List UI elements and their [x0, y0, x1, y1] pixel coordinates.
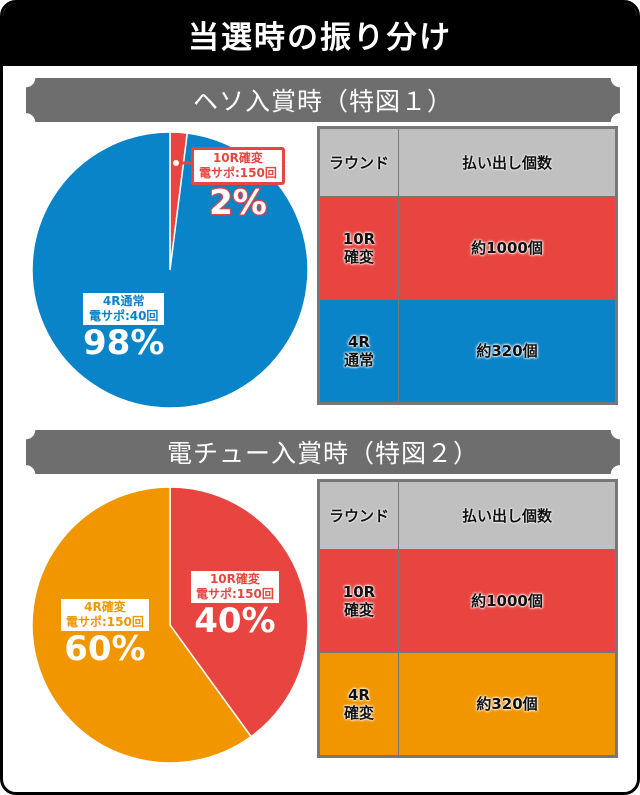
slice-pct: 60% [64, 629, 146, 669]
table-header: 払い出し個数 [399, 129, 615, 196]
pie1-label-10r: 10R確変 電サポ:150回 2% [191, 147, 285, 223]
table-cell-round: 10R 確変 [320, 550, 398, 652]
payout-table-denchu: ラウンド 払い出し個数 10R 確変 約1000個 4R 確変 約320個 [317, 479, 618, 758]
section-banner-2: 電チュー入賞時（特図２） [26, 430, 620, 474]
pie-slice-0 [169, 486, 309, 738]
pie2-label-10r: 10R確変 電サポ:150回 40% [191, 571, 279, 639]
pie2-label-4r: 4R確変 電サポ:150回 60% [61, 599, 149, 667]
pie1-label-4r: 4R通常 電サポ:40回 98% [83, 293, 165, 363]
slice-pct: 98% [83, 323, 165, 363]
callout-dot [171, 158, 181, 168]
slice-sub: 電サポ:150回 [66, 615, 144, 629]
table-header: 払い出し個数 [399, 482, 615, 549]
table-cell-round: 4R 通常 [320, 300, 398, 402]
table-cell-payout: 約320個 [399, 653, 615, 755]
slice-sub: 電サポ:150回 [196, 587, 274, 601]
pie-chart-heso [31, 131, 309, 409]
slice-label: 10R確変 [209, 572, 260, 586]
slice-label: 4R確変 [84, 600, 126, 614]
table-header: ラウンド [320, 482, 398, 549]
slice-label: 10R確変 [212, 151, 263, 165]
payout-table-heso: ラウンド 払い出し個数 10R 確変 約1000個 4R 通常 約320個 [317, 126, 618, 405]
slice-pct: 2% [208, 183, 268, 223]
table-cell-round: 4R 確変 [320, 653, 398, 755]
page-title: 当選時の振り分け [3, 3, 637, 66]
table-cell-round: 10R 確変 [320, 197, 398, 299]
table-cell-payout: 約320個 [399, 300, 615, 402]
slice-pct: 40% [194, 601, 276, 641]
slice-sub: 電サポ:40回 [88, 309, 159, 323]
section-banner-1: ヘソ入賞時（特図１） [26, 78, 620, 122]
table-cell-payout: 約1000個 [399, 197, 615, 299]
table-header: ラウンド [320, 129, 398, 196]
table-cell-payout: 約1000個 [399, 550, 615, 652]
slice-label: 4R通常 [102, 294, 145, 308]
pie-slice-1 [31, 131, 309, 409]
slice-sub: 電サポ:150回 [199, 166, 277, 180]
